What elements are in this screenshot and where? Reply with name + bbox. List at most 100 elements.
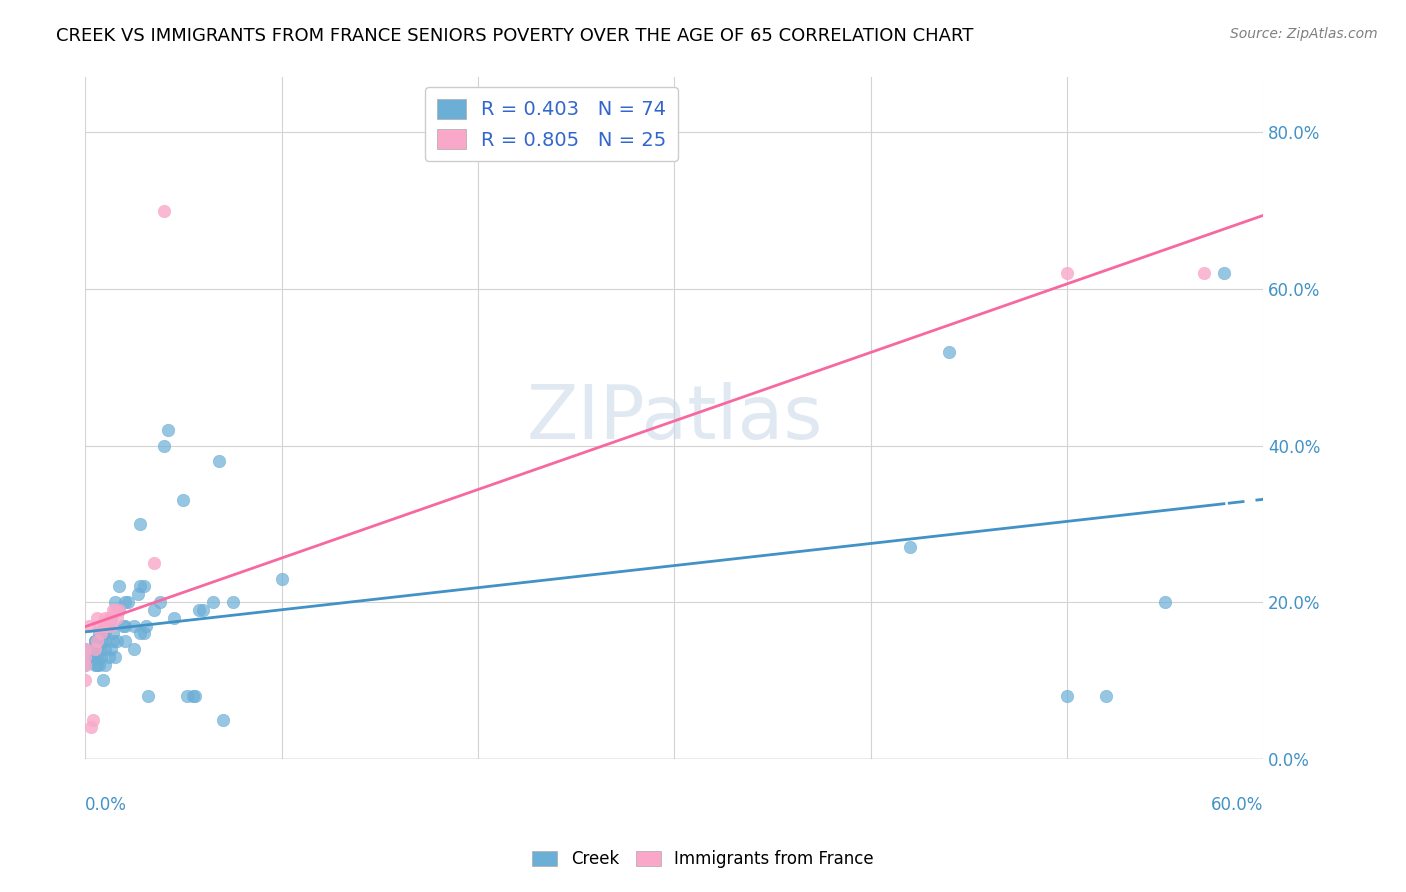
Point	[91, 618, 114, 632]
Text: 60.0%: 60.0%	[1211, 797, 1264, 814]
Point	[153, 438, 176, 452]
Point	[104, 595, 127, 609]
Point	[143, 556, 166, 570]
Point	[127, 587, 149, 601]
Point	[100, 611, 122, 625]
Point	[84, 634, 107, 648]
Point	[191, 603, 214, 617]
Point	[898, 541, 921, 555]
Text: CREEK VS IMMIGRANTS FROM FRANCE SENIORS POVERTY OVER THE AGE OF 65 CORRELATION C: CREEK VS IMMIGRANTS FROM FRANCE SENIORS …	[56, 27, 973, 45]
Point	[82, 713, 104, 727]
Legend: Creek, Immigrants from France: Creek, Immigrants from France	[526, 844, 880, 875]
Legend: R = 0.403   N = 74, R = 0.805   N = 25: R = 0.403 N = 74, R = 0.805 N = 25	[425, 87, 678, 161]
Point	[75, 642, 97, 657]
Point	[86, 657, 108, 672]
Point	[90, 634, 112, 648]
Point	[221, 595, 243, 609]
Text: ZIPatlas: ZIPatlas	[526, 382, 823, 455]
Point	[184, 689, 207, 703]
Point	[117, 595, 139, 609]
Point	[129, 516, 152, 531]
Point	[101, 634, 124, 648]
Point	[80, 721, 103, 735]
Point	[1213, 266, 1236, 280]
Point	[208, 454, 231, 468]
Point	[86, 642, 108, 657]
Point	[77, 618, 100, 632]
Point	[938, 344, 960, 359]
Point	[94, 626, 117, 640]
Point	[94, 642, 117, 657]
Point	[104, 603, 127, 617]
Point	[129, 579, 152, 593]
Text: 0.0%: 0.0%	[86, 797, 127, 814]
Point	[94, 657, 117, 672]
Point	[94, 634, 117, 648]
Point	[114, 595, 136, 609]
Point	[100, 642, 122, 657]
Point	[75, 642, 97, 657]
Point	[211, 713, 233, 727]
Point	[124, 618, 146, 632]
Point	[97, 611, 120, 625]
Point	[124, 642, 146, 657]
Point	[87, 626, 110, 640]
Point	[75, 657, 97, 672]
Point	[107, 603, 129, 617]
Point	[1154, 595, 1177, 609]
Point	[84, 642, 107, 657]
Point	[100, 618, 122, 632]
Point	[97, 618, 120, 632]
Point	[84, 657, 107, 672]
Point	[104, 650, 127, 665]
Point	[75, 673, 97, 688]
Point	[105, 634, 128, 648]
Point	[91, 626, 114, 640]
Point	[176, 689, 198, 703]
Point	[75, 657, 97, 672]
Point	[163, 611, 186, 625]
Point	[86, 611, 108, 625]
Point	[1056, 266, 1078, 280]
Point	[90, 626, 112, 640]
Point	[172, 493, 194, 508]
Point	[87, 642, 110, 657]
Point	[1194, 266, 1216, 280]
Point	[86, 634, 108, 648]
Point	[84, 650, 107, 665]
Point	[75, 650, 97, 665]
Point	[135, 618, 157, 632]
Point	[75, 650, 97, 665]
Point	[134, 626, 156, 640]
Point	[153, 203, 176, 218]
Point	[94, 618, 117, 632]
Point	[188, 603, 211, 617]
Point	[201, 595, 224, 609]
Point	[107, 603, 129, 617]
Point	[114, 634, 136, 648]
Point	[84, 634, 107, 648]
Point	[94, 611, 117, 625]
Point	[111, 618, 134, 632]
Point	[90, 650, 112, 665]
Point	[1095, 689, 1118, 703]
Point	[143, 603, 166, 617]
Text: Source: ZipAtlas.com: Source: ZipAtlas.com	[1230, 27, 1378, 41]
Point	[107, 579, 129, 593]
Point	[101, 626, 124, 640]
Point	[129, 626, 152, 640]
Point	[86, 650, 108, 665]
Point	[105, 611, 128, 625]
Point	[91, 673, 114, 688]
Point	[97, 650, 120, 665]
Point	[134, 579, 156, 593]
Point	[84, 642, 107, 657]
Point	[101, 603, 124, 617]
Point	[96, 618, 118, 632]
Point	[136, 689, 159, 703]
Point	[1056, 689, 1078, 703]
Point	[84, 642, 107, 657]
Point	[270, 572, 292, 586]
Point	[149, 595, 172, 609]
Point	[156, 423, 179, 437]
